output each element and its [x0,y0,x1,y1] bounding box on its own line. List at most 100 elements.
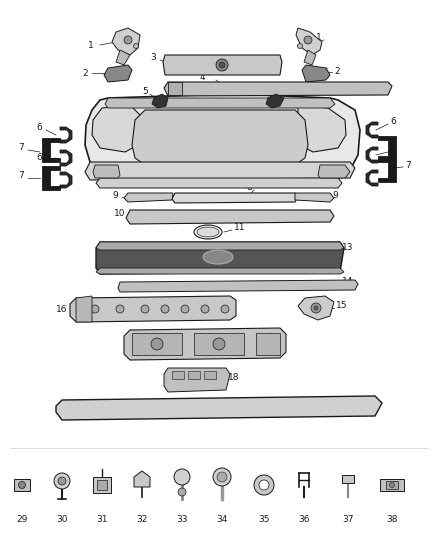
Circle shape [389,482,395,488]
Text: 10: 10 [114,208,126,217]
Text: 33: 33 [176,515,188,524]
Text: 7: 7 [18,172,24,181]
Text: 1: 1 [316,34,322,43]
Text: 17: 17 [260,335,272,344]
Polygon shape [116,50,130,65]
Polygon shape [134,471,150,487]
Text: 2: 2 [334,68,339,77]
Polygon shape [105,98,335,108]
Circle shape [213,338,225,350]
Bar [204,371,216,379]
Bar [386,481,398,489]
Text: 9: 9 [112,191,118,200]
Circle shape [124,36,132,44]
Text: 6: 6 [390,117,396,126]
Polygon shape [378,158,396,182]
Text: 18: 18 [228,374,240,383]
Circle shape [311,303,321,313]
Circle shape [161,305,169,313]
Polygon shape [163,55,282,75]
Circle shape [219,62,225,68]
Circle shape [151,338,163,350]
Circle shape [174,469,190,485]
Polygon shape [93,165,120,178]
Polygon shape [96,242,344,274]
Text: 7: 7 [18,143,24,152]
Polygon shape [304,50,316,65]
Polygon shape [118,280,358,292]
Polygon shape [302,65,330,82]
Text: 3: 3 [150,53,156,62]
Bar [256,333,280,355]
Bar [93,477,111,493]
Polygon shape [42,138,60,162]
Bar [194,333,244,355]
Text: 30: 30 [56,515,68,524]
Polygon shape [96,178,342,188]
Polygon shape [380,479,404,491]
Polygon shape [70,296,236,322]
Polygon shape [85,162,355,180]
Polygon shape [298,296,334,320]
Circle shape [314,306,318,310]
Text: 2: 2 [82,69,88,77]
Text: 19: 19 [342,400,353,408]
Text: 11: 11 [234,223,246,232]
Text: 31: 31 [96,515,108,524]
Polygon shape [366,170,378,186]
Text: 8: 8 [246,183,252,192]
Circle shape [141,305,149,313]
Text: 1: 1 [88,41,94,50]
Text: 5: 5 [142,87,148,96]
Polygon shape [60,172,72,188]
Polygon shape [76,296,92,322]
Circle shape [178,488,186,496]
Polygon shape [112,28,140,55]
Polygon shape [85,94,360,186]
Circle shape [201,305,209,313]
Polygon shape [124,193,173,202]
Bar [97,480,107,490]
Polygon shape [126,210,334,224]
Polygon shape [14,479,30,491]
Polygon shape [296,28,322,55]
Text: 15: 15 [336,302,347,311]
Polygon shape [366,122,378,138]
Polygon shape [152,94,168,108]
Circle shape [116,305,124,313]
Bar [168,82,182,95]
Text: 29: 29 [16,515,28,524]
Polygon shape [366,147,378,163]
Polygon shape [378,136,396,160]
Polygon shape [42,166,60,190]
Circle shape [213,468,231,486]
Text: 14: 14 [342,278,353,287]
Text: 6: 6 [36,124,42,133]
Bar [132,333,182,355]
Text: 13: 13 [342,244,353,253]
Circle shape [217,472,227,482]
Polygon shape [318,165,350,178]
Text: 5: 5 [264,85,270,94]
Polygon shape [266,94,284,108]
Circle shape [91,305,99,313]
Circle shape [259,480,269,490]
Polygon shape [56,396,382,420]
Text: 7: 7 [405,160,411,169]
Text: 9: 9 [332,191,338,200]
Polygon shape [60,150,72,166]
Text: 34: 34 [216,515,228,524]
Text: 36: 36 [298,515,310,524]
Circle shape [304,36,312,44]
Polygon shape [172,193,298,203]
Ellipse shape [197,227,219,237]
Polygon shape [60,127,72,143]
Circle shape [181,305,189,313]
Circle shape [216,59,228,71]
Text: 6: 6 [390,146,396,155]
Bar [342,475,354,483]
Text: 35: 35 [258,515,270,524]
Text: 37: 37 [342,515,354,524]
Bar [172,371,184,379]
Polygon shape [295,193,334,202]
